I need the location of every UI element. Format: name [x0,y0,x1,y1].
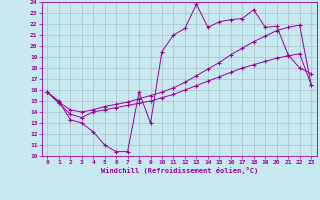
X-axis label: Windchill (Refroidissement éolien,°C): Windchill (Refroidissement éolien,°C) [100,167,258,174]
